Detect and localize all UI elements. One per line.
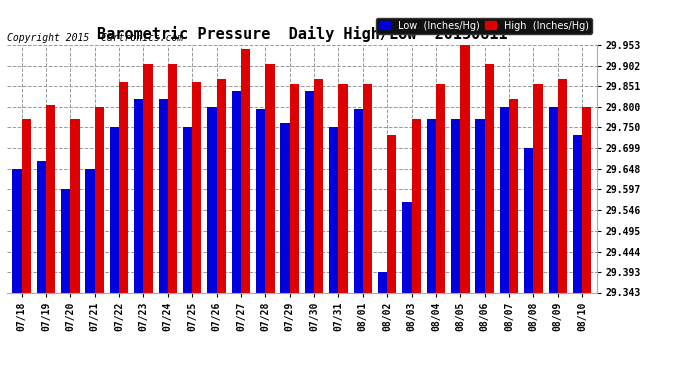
Bar xyxy=(95,107,104,292)
Bar xyxy=(411,119,421,292)
Bar xyxy=(549,107,558,292)
Bar xyxy=(290,84,299,292)
Bar xyxy=(460,45,470,292)
Bar xyxy=(12,169,21,292)
Legend: Low  (Inches/Hg), High  (Inches/Hg): Low (Inches/Hg), High (Inches/Hg) xyxy=(375,18,592,33)
Bar xyxy=(280,123,290,292)
Bar xyxy=(558,80,567,292)
Bar xyxy=(266,64,275,292)
Bar xyxy=(183,128,193,292)
Bar xyxy=(387,135,397,292)
Bar xyxy=(402,202,411,292)
Bar xyxy=(86,169,95,292)
Bar xyxy=(305,91,314,292)
Bar xyxy=(451,119,460,292)
Bar xyxy=(256,109,266,292)
Bar xyxy=(314,79,324,292)
Bar xyxy=(37,161,46,292)
Bar xyxy=(134,99,144,292)
Bar xyxy=(168,64,177,292)
Bar xyxy=(46,105,55,292)
Bar xyxy=(353,109,363,292)
Bar xyxy=(378,272,387,292)
Bar xyxy=(426,119,436,292)
Bar xyxy=(509,99,518,292)
Bar xyxy=(232,91,241,292)
Bar xyxy=(338,84,348,292)
Bar xyxy=(533,84,543,292)
Bar xyxy=(217,79,226,292)
Bar xyxy=(484,64,494,292)
Bar xyxy=(524,148,533,292)
Bar xyxy=(363,84,372,292)
Title: Barometric Pressure  Daily High/Low  20150811: Barometric Pressure Daily High/Low 20150… xyxy=(97,27,507,42)
Bar xyxy=(329,128,338,292)
Bar xyxy=(207,107,217,292)
Bar xyxy=(193,81,201,292)
Bar xyxy=(119,81,128,292)
Bar xyxy=(500,108,509,292)
Bar xyxy=(61,189,70,292)
Text: Copyright 2015  Cartronics.com: Copyright 2015 Cartronics.com xyxy=(7,33,183,42)
Bar xyxy=(70,119,79,292)
Bar xyxy=(573,135,582,292)
Bar xyxy=(159,99,168,292)
Bar xyxy=(582,107,591,292)
Bar xyxy=(436,84,445,292)
Bar xyxy=(21,119,31,292)
Bar xyxy=(241,50,250,292)
Bar xyxy=(110,128,119,292)
Bar xyxy=(475,119,484,292)
Bar xyxy=(144,64,152,292)
